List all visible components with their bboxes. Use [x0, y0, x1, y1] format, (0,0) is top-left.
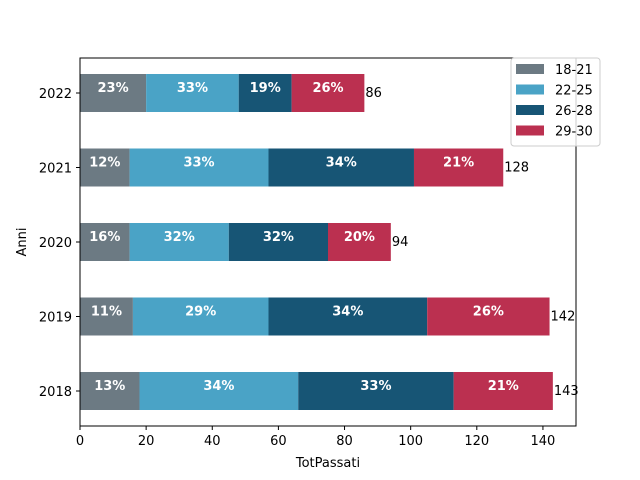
x-tick-label: 20 — [138, 434, 155, 449]
bar-segment-22-25-2018 — [139, 372, 299, 410]
bar-segment-26-28-2022 — [238, 74, 292, 112]
segment-label: 21% — [443, 156, 474, 171]
legend-label: 18-21 — [555, 63, 593, 78]
legend-frame — [510, 57, 601, 147]
legend-swatch-26-28 — [516, 105, 544, 115]
y-tick-label: 2021 — [39, 162, 72, 177]
segment-label: 19% — [250, 81, 281, 96]
y-tick-label: 2018 — [39, 385, 72, 400]
bar-segment-26-28-2018 — [298, 372, 454, 410]
total-label: 128 — [504, 161, 529, 176]
bar-segment-26-28-2021 — [268, 148, 414, 187]
total-label: 143 — [554, 384, 579, 399]
bar-segment-29-30-2018 — [453, 372, 553, 410]
bar-segment-18-21-2020 — [80, 223, 130, 261]
legend-label: 29-30 — [555, 125, 593, 140]
bar-segment-18-21-2019 — [80, 297, 133, 336]
bar-segment-18-21-2022 — [80, 74, 147, 112]
legend-swatch-29-30 — [516, 125, 544, 136]
segment-label: 21% — [488, 379, 519, 394]
x-axis-label: TotPassati — [295, 456, 360, 471]
segment-label: 11% — [91, 305, 122, 320]
x-tick-label: 100 — [398, 434, 423, 449]
legend-swatch-18-21 — [516, 64, 544, 74]
segment-label: 32% — [164, 230, 195, 245]
y-tick-label: 2022 — [39, 87, 72, 102]
x-tick-label: 60 — [270, 434, 287, 449]
x-tick-label: 80 — [336, 434, 353, 449]
bar-segment-18-21-2018 — [80, 372, 140, 410]
segment-label: 16% — [89, 230, 120, 245]
legend-label: 22-25 — [555, 84, 593, 99]
segment-label: 34% — [203, 379, 234, 394]
y-axis-ticks: 2018 2019 2020 2021 2022 — [39, 87, 80, 400]
bar-segment-29-30-2019 — [427, 297, 550, 336]
bars-group: 13% 34% 33% 21% 143 11% 29% 34% 26% 142 16% 32% 32% 2… — [80, 74, 579, 410]
bar-segment-29-30-2020 — [328, 223, 391, 261]
segment-label: 23% — [98, 81, 129, 96]
bar-segment-22-25-2020 — [129, 223, 229, 261]
bar-segment-26-28-2020 — [228, 223, 328, 261]
y-tick-label: 2020 — [39, 236, 72, 251]
bar-segment-26-28-2019 — [268, 297, 428, 336]
segment-label: 20% — [344, 230, 375, 245]
x-axis-ticks: 0 20 40 60 80 100 120 140 — [76, 426, 555, 449]
segment-label: 34% — [326, 156, 357, 171]
segment-label: 13% — [94, 379, 125, 394]
segment-label: 12% — [89, 156, 120, 171]
x-tick-label: 120 — [464, 434, 489, 449]
segment-label: 33% — [177, 81, 208, 96]
total-label: 142 — [551, 310, 576, 325]
y-tick-label: 2019 — [39, 311, 72, 326]
segment-label: 32% — [263, 230, 294, 245]
bar-segment-22-25-2019 — [132, 297, 269, 336]
y-axis-label: Anni — [15, 228, 30, 257]
segment-label: 33% — [183, 156, 214, 171]
total-label: 86 — [365, 86, 382, 101]
bar-segment-22-25-2021 — [129, 148, 269, 187]
bar-segment-29-30-2021 — [413, 148, 504, 187]
legend-swatch-22-25 — [516, 84, 544, 95]
x-tick-label: 140 — [531, 434, 556, 449]
total-label: 94 — [392, 235, 409, 250]
bar-segment-29-30-2022 — [291, 74, 365, 112]
bar-segment-18-21-2021 — [80, 148, 130, 187]
segment-label: 29% — [185, 305, 216, 320]
legend: 18-21 22-25 26-28 29-30 — [510, 57, 601, 147]
segment-label: 33% — [360, 379, 391, 394]
x-tick-label: 0 — [76, 434, 84, 449]
bar-segment-22-25-2022 — [146, 74, 239, 112]
legend-label: 26-28 — [555, 104, 593, 119]
x-tick-label: 40 — [204, 434, 221, 449]
segment-label: 26% — [312, 81, 343, 96]
segment-label: 34% — [332, 305, 363, 320]
segment-label: 26% — [473, 305, 504, 320]
